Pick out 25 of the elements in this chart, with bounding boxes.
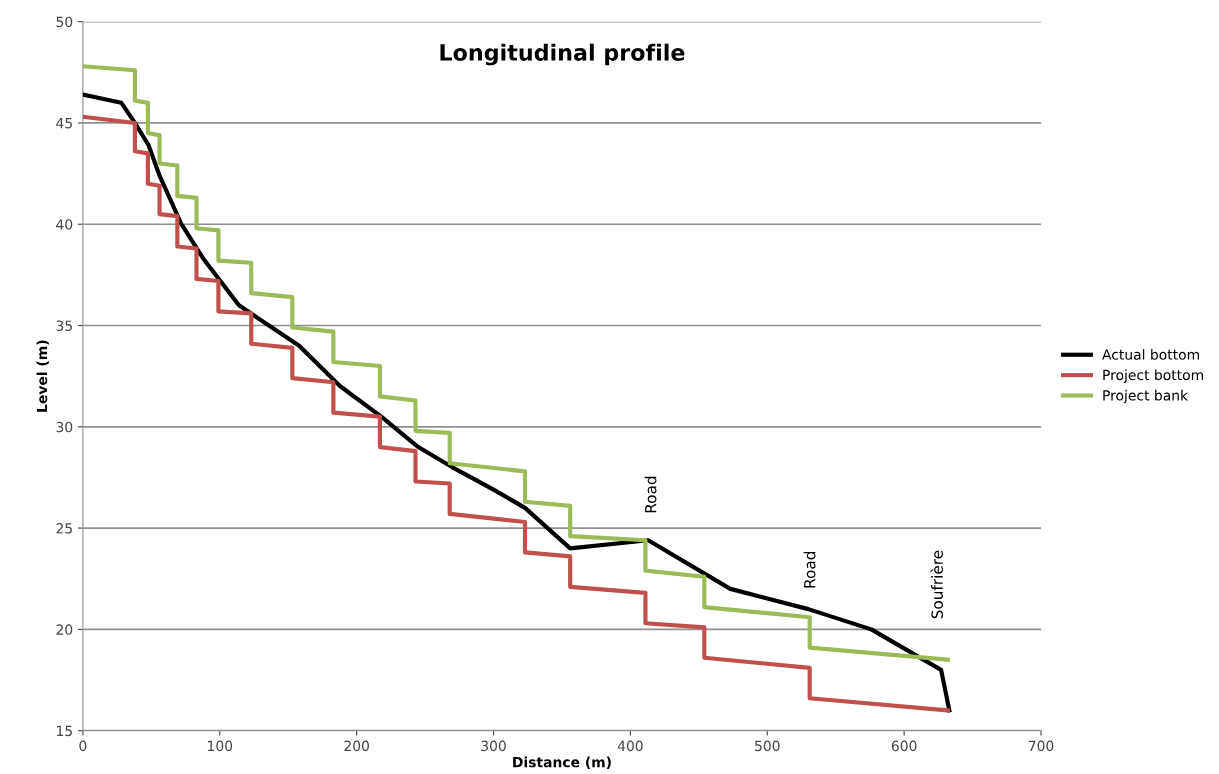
x-tick-label: 400 <box>617 740 643 752</box>
y-tick-label: 30 <box>56 421 73 433</box>
x-tick-label: 300 <box>481 740 506 752</box>
text: Longitudinal profile <box>440 43 685 66</box>
legend-label: Actual bottom <box>1102 349 1199 360</box>
y-tick-label: 45 <box>56 118 72 129</box>
legend-label: Project bottom <box>1103 369 1203 383</box>
x-tick-label: 100 <box>208 740 233 752</box>
y-tick-label: 15 <box>57 725 72 737</box>
x-tick-label: 700 <box>1028 740 1054 752</box>
x-tick-label: 500 <box>755 740 780 752</box>
y-tick-label: 40 <box>56 219 73 230</box>
legend-label: Project bank <box>1103 389 1189 404</box>
y-tick-label: 35 <box>56 320 72 331</box>
x-tick-label: 200 <box>344 740 369 752</box>
y-axis-title: Level (m) <box>36 340 49 412</box>
x-tick-label: 600 <box>891 740 917 752</box>
x-axis-title: Distance (m) <box>513 756 611 769</box>
x-tick-label: 0 <box>79 740 87 752</box>
annotation: Road <box>644 476 657 513</box>
y-tick-label: 20 <box>56 624 73 635</box>
annotation: Soufrière <box>930 550 943 619</box>
y-tick-label: 25 <box>56 523 72 534</box>
y-tick-label: 50 <box>56 16 73 28</box>
annotation: Road <box>803 551 816 588</box>
